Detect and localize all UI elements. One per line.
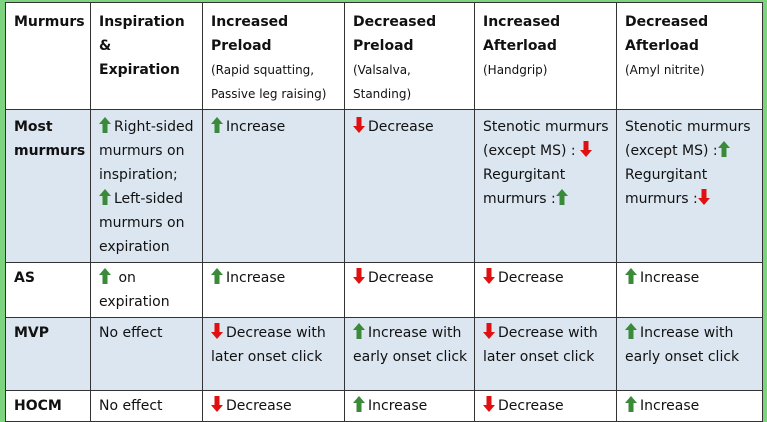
cell-mvp-increased-preload: Decrease with later onset click	[202, 317, 345, 391]
table-row-as: AS on expiration Increase Decrease Decre…	[5, 262, 763, 318]
cell-most-decreased-preload: Decrease	[344, 109, 475, 263]
cell-most-inspiration: Right-sided murmurs on inspiration; Left…	[90, 109, 203, 263]
header-increased-afterload: Increased Afterload (Handgrip)	[474, 2, 617, 110]
header-increased-afterload-examples: (Handgrip)	[483, 63, 548, 77]
row-label-as: AS	[5, 262, 91, 318]
down-arrow-icon	[483, 396, 495, 412]
header-murmurs: Murmurs	[5, 2, 91, 110]
cell-hocm-decreased-afterload: Increase	[616, 390, 763, 422]
down-arrow-icon	[580, 141, 593, 157]
up-arrow-icon	[625, 268, 637, 284]
header-inspiration-expiration: Inspiration & Expiration	[90, 2, 203, 110]
header-decreased-preload-examples: (Valsalva, Standing)	[353, 63, 412, 101]
header-row: Murmurs Inspiration & Expiration Increas…	[5, 2, 763, 110]
row-label-most-murmurs: Most murmurs	[5, 109, 91, 263]
up-arrow-icon	[353, 323, 365, 339]
cell-most-increased-afterload: Stenotic murmurs (except MS) : Regurgita…	[474, 109, 617, 263]
cell-as-decreased-afterload: Increase	[616, 262, 763, 318]
up-arrow-icon	[99, 117, 111, 133]
down-arrow-icon	[211, 396, 223, 412]
cell-mvp-inspiration: No effect	[90, 317, 203, 391]
header-increased-preload-examples: (Rapid squatting, Passive leg raising)	[211, 63, 327, 101]
up-arrow-icon	[211, 117, 223, 133]
up-arrow-icon	[555, 189, 568, 205]
cell-most-increased-preload: Increase	[202, 109, 345, 263]
up-arrow-icon	[99, 268, 111, 284]
cell-hocm-inspiration: No effect	[90, 390, 203, 422]
cell-as-increased-preload: Increase	[202, 262, 345, 318]
cell-as-inspiration: on expiration	[90, 262, 203, 318]
header-decreased-preload: Decreased Preload (Valsalva, Standing)	[344, 2, 475, 110]
cell-hocm-increased-preload: Decrease	[202, 390, 345, 422]
header-decreased-afterload: Decreased Afterload (Amyl nitrite)	[616, 2, 763, 110]
cell-mvp-increased-afterload: Decrease with later onset click	[474, 317, 617, 391]
cell-mvp-decreased-preload: Increase with early onset click	[344, 317, 475, 391]
down-arrow-icon	[353, 117, 365, 133]
cell-hocm-increased-afterload: Decrease	[474, 390, 617, 422]
down-arrow-icon	[211, 323, 223, 339]
down-arrow-icon	[483, 268, 495, 284]
header-decreased-afterload-examples: (Amyl nitrite)	[625, 63, 705, 77]
up-arrow-icon	[211, 268, 223, 284]
up-arrow-icon	[99, 189, 111, 205]
murmur-maneuvers-table-frame: Murmurs Inspiration & Expiration Increas…	[5, 2, 763, 422]
table-row-hocm: HOCM No effect Decrease Increase Decreas…	[5, 390, 763, 422]
cell-as-decreased-preload: Decrease	[344, 262, 475, 318]
down-arrow-icon	[697, 189, 710, 205]
header-increased-preload: Increased Preload (Rapid squatting, Passi…	[202, 2, 345, 110]
table-row-most-murmurs: Most murmurs Right-sided murmurs on insp…	[5, 109, 763, 263]
cell-as-increased-afterload: Decrease	[474, 262, 617, 318]
down-arrow-icon	[483, 323, 495, 339]
up-arrow-icon	[625, 323, 637, 339]
cell-mvp-decreased-afterload: Increase with early onset click	[616, 317, 763, 391]
up-arrow-icon	[625, 396, 637, 412]
row-label-mvp: MVP	[5, 317, 91, 391]
murmur-maneuvers-table: Murmurs Inspiration & Expiration Increas…	[5, 2, 763, 422]
up-arrow-icon	[717, 141, 730, 157]
down-arrow-icon	[353, 268, 365, 284]
cell-hocm-decreased-preload: Increase	[344, 390, 475, 422]
cell-most-decreased-afterload: Stenotic murmurs (except MS) : Regurgita…	[616, 109, 763, 263]
up-arrow-icon	[353, 396, 365, 412]
table-row-mvp: MVP No effect Decrease with later onset …	[5, 317, 763, 391]
row-label-hocm: HOCM	[5, 390, 91, 422]
